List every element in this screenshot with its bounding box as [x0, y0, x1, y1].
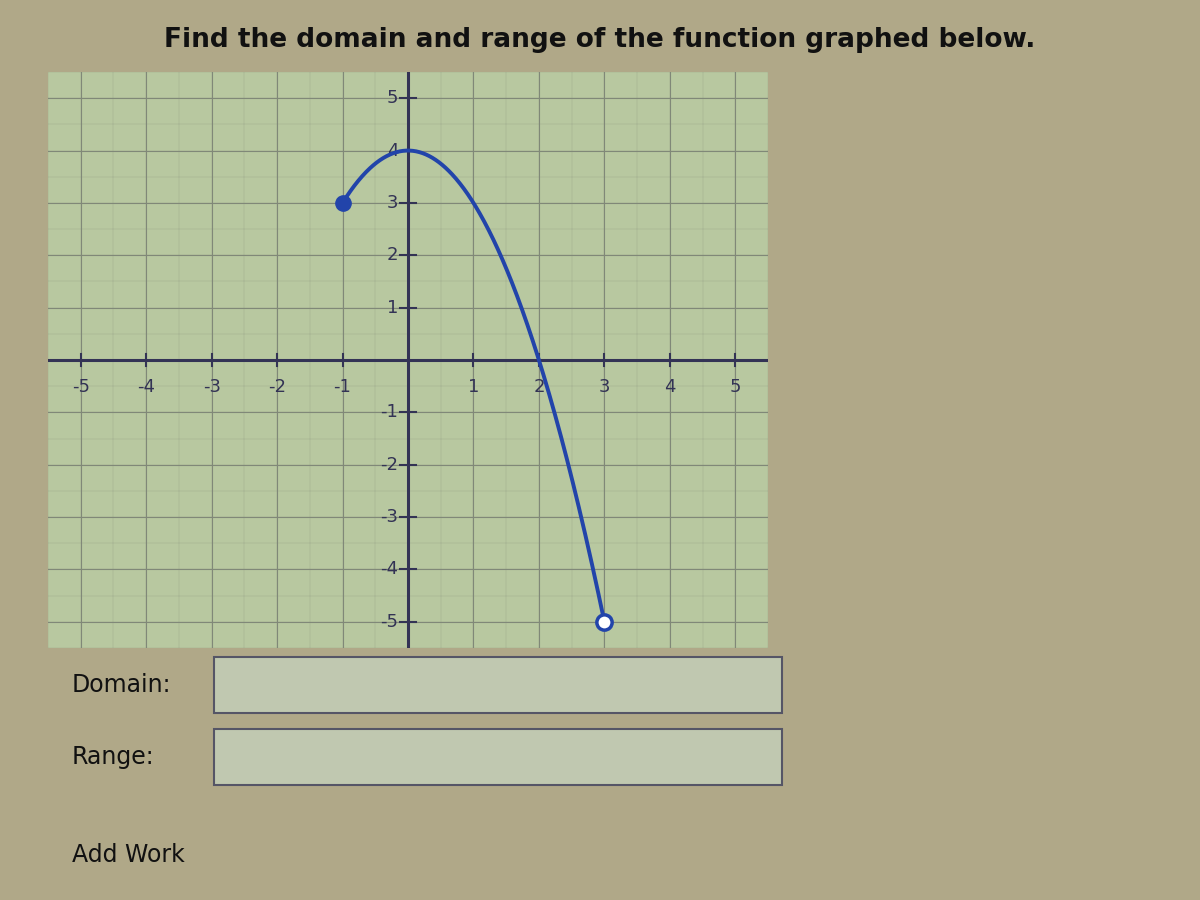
- Text: -1: -1: [334, 378, 352, 396]
- Text: 5: 5: [730, 378, 742, 396]
- Text: -3: -3: [380, 508, 398, 526]
- Text: -1: -1: [380, 403, 398, 421]
- Text: Domain:: Domain:: [72, 673, 172, 697]
- Text: 2: 2: [386, 247, 398, 265]
- Text: 1: 1: [468, 378, 479, 396]
- Text: 3: 3: [599, 378, 610, 396]
- Text: 2: 2: [533, 378, 545, 396]
- Text: -3: -3: [203, 378, 221, 396]
- Text: 1: 1: [386, 299, 398, 317]
- Text: Find the domain and range of the function graphed below.: Find the domain and range of the functio…: [164, 27, 1036, 53]
- Text: -5: -5: [72, 378, 90, 396]
- Text: Add Work: Add Work: [72, 843, 185, 867]
- Text: -2: -2: [268, 378, 286, 396]
- Text: 3: 3: [386, 194, 398, 212]
- Text: Range:: Range:: [72, 745, 155, 769]
- Text: -2: -2: [380, 455, 398, 473]
- Text: -4: -4: [380, 561, 398, 579]
- Text: -5: -5: [380, 613, 398, 631]
- Text: 4: 4: [664, 378, 676, 396]
- Text: 4: 4: [386, 141, 398, 159]
- Text: 5: 5: [386, 89, 398, 107]
- Text: -4: -4: [137, 378, 155, 396]
